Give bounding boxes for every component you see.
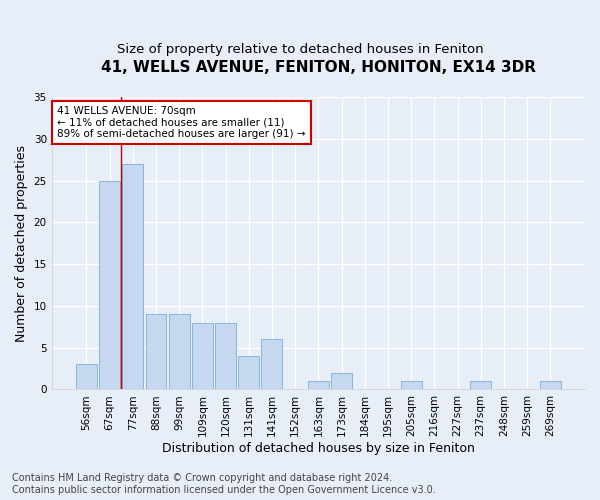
Bar bbox=[331, 372, 352, 390]
Bar bbox=[76, 364, 97, 390]
Text: Contains HM Land Registry data © Crown copyright and database right 2024.
Contai: Contains HM Land Registry data © Crown c… bbox=[12, 474, 436, 495]
Text: Size of property relative to detached houses in Feniton: Size of property relative to detached ho… bbox=[116, 42, 484, 56]
Bar bbox=[540, 381, 561, 390]
Bar bbox=[169, 314, 190, 390]
Title: 41, WELLS AVENUE, FENITON, HONITON, EX14 3DR: 41, WELLS AVENUE, FENITON, HONITON, EX14… bbox=[101, 60, 536, 75]
Bar bbox=[238, 356, 259, 390]
Bar bbox=[192, 322, 213, 390]
Bar bbox=[99, 180, 120, 390]
Bar bbox=[262, 340, 283, 390]
Bar bbox=[146, 314, 166, 390]
Y-axis label: Number of detached properties: Number of detached properties bbox=[15, 144, 28, 342]
X-axis label: Distribution of detached houses by size in Feniton: Distribution of detached houses by size … bbox=[162, 442, 475, 455]
Text: 41 WELLS AVENUE: 70sqm
← 11% of detached houses are smaller (11)
89% of semi-det: 41 WELLS AVENUE: 70sqm ← 11% of detached… bbox=[57, 106, 305, 139]
Bar bbox=[470, 381, 491, 390]
Bar bbox=[401, 381, 422, 390]
Bar bbox=[308, 381, 329, 390]
Bar bbox=[215, 322, 236, 390]
Bar bbox=[122, 164, 143, 390]
